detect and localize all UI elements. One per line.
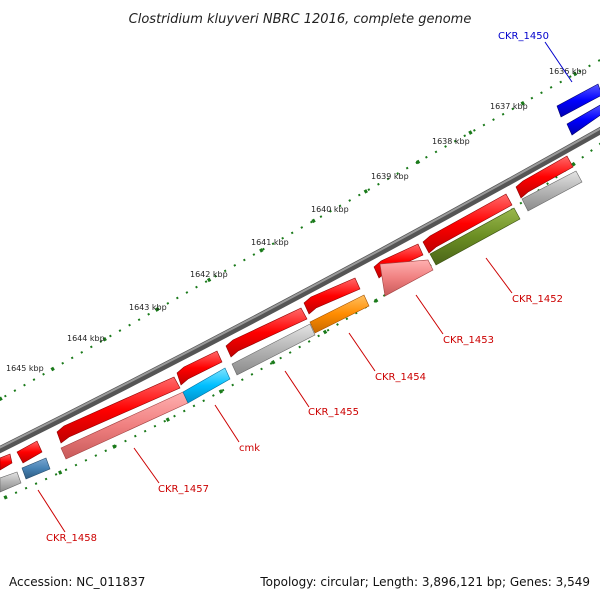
outer-track-genes — [0, 155, 574, 471]
gene-bar[interactable] — [0, 471, 22, 493]
gene-label-ckr-1458[interactable]: CKR_1458 — [46, 533, 97, 544]
gene-arrow[interactable] — [176, 350, 223, 386]
gene-arrow[interactable] — [0, 453, 13, 471]
accession-text: Accession: NC_011837 — [9, 575, 145, 589]
tick-label: 1636 kbp — [549, 67, 587, 76]
tick-label: 1644 kbp — [67, 334, 105, 343]
gene-bar-ckr-1454[interactable] — [309, 294, 370, 334]
topology-text: Topology: circular; Length: 3,896,121 bp… — [259, 575, 590, 589]
gene-bar-ckr-1455[interactable] — [231, 323, 316, 376]
tick-label: 1638 kbp — [432, 137, 470, 146]
tick-label: 1640 kbp — [311, 205, 349, 214]
gene-arrow[interactable] — [56, 376, 181, 444]
gene-bar-cmk[interactable] — [182, 367, 231, 404]
tick-label: 1641 kbp — [251, 238, 289, 247]
gene-bar[interactable] — [521, 170, 583, 212]
tick-label: 1642 kbp — [190, 270, 228, 279]
gene-bar-ckr-1458[interactable] — [21, 457, 51, 480]
gene-label-ckr-1452[interactable]: CKR_1452 — [512, 294, 563, 305]
callout-lines — [37, 41, 573, 533]
gene-arrow[interactable] — [16, 440, 43, 464]
gene-arrow[interactable] — [422, 193, 513, 254]
kbp-labels: 1636 kbp 1637 kbp 1638 kbp 1639 kbp 1640… — [6, 67, 587, 373]
gene-bar-ckr-1453[interactable] — [379, 259, 434, 297]
gene-bar-ckr-1452[interactable] — [429, 207, 521, 266]
gene-arrow[interactable] — [303, 277, 361, 315]
tick-label: 1645 kbp — [6, 364, 44, 373]
inner-track-genes — [0, 170, 583, 493]
map-title: Clostridium kluyveri NBRC 12016, complet… — [129, 12, 472, 27]
gene-label-ckr-1457[interactable]: CKR_1457 — [158, 484, 209, 495]
gene-label-ckr-1454[interactable]: CKR_1454 — [375, 372, 426, 383]
genome-backbone — [0, 126, 600, 454]
outer-ruler — [0, 58, 600, 402]
tick-label: 1637 kbp — [490, 102, 528, 111]
gene-ckr-1450[interactable] — [556, 83, 600, 136]
gene-labels: CKR_1450 CKR_1452 CKR_1453 CKR_1454 CKR_… — [46, 31, 563, 544]
gene-arrow[interactable] — [515, 155, 574, 199]
tick-label: 1639 kbp — [371, 172, 409, 181]
gene-label-ckr-1450[interactable]: CKR_1450 — [498, 31, 549, 42]
tick-label: 1643 kbp — [129, 303, 167, 312]
gene-arrow[interactable] — [225, 307, 308, 358]
gene-label-cmk[interactable]: cmk — [239, 443, 260, 454]
gene-label-ckr-1453[interactable]: CKR_1453 — [443, 335, 494, 346]
gene-label-ckr-1455[interactable]: CKR_1455 — [308, 407, 359, 418]
